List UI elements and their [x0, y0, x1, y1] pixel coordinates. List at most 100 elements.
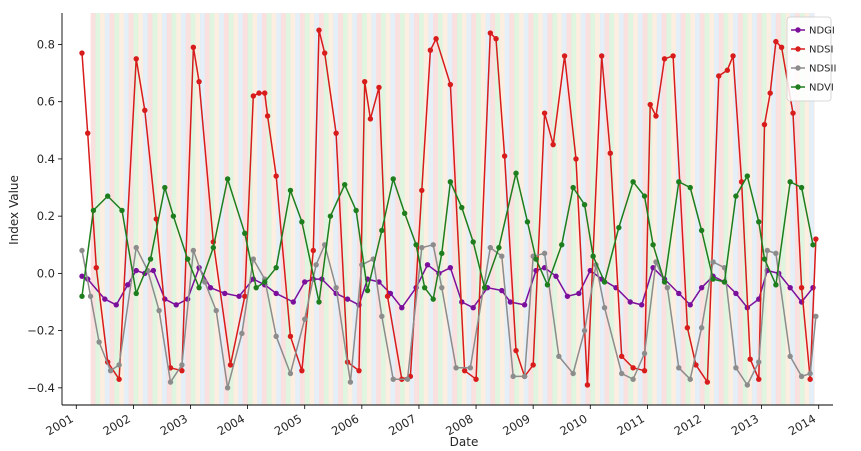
data-point-ndsii	[313, 262, 319, 268]
data-point-ndsi	[356, 367, 362, 374]
data-point-ndsi	[684, 325, 691, 331]
season-band	[128, 13, 134, 405]
season-band	[347, 13, 353, 405]
season-band	[252, 13, 258, 405]
data-point-ndsii	[116, 362, 122, 368]
season-band	[418, 13, 425, 405]
data-point-ndsi	[322, 50, 328, 56]
data-point-ndsi	[79, 50, 85, 56]
legend-marker-ndvi	[795, 84, 801, 90]
data-point-ndvi	[756, 219, 762, 225]
season-band	[637, 13, 643, 405]
data-point-ndvi	[773, 282, 779, 288]
legend-label-ndvi: NDVI	[809, 83, 834, 94]
data-point-ndgi	[150, 267, 157, 274]
data-point-ndvi	[90, 207, 97, 214]
season-band	[761, 13, 767, 405]
season-band	[399, 13, 405, 405]
season-band	[409, 13, 415, 405]
data-point-ndvi	[342, 181, 348, 188]
data-point-ndvi	[513, 170, 519, 176]
data-point-ndsi	[461, 367, 468, 374]
season-band	[609, 13, 615, 405]
season-band	[109, 13, 115, 405]
data-point-ndsii	[347, 379, 354, 385]
data-point-ndgi	[447, 264, 454, 271]
data-point-ndgi	[207, 284, 214, 291]
data-point-ndsi	[273, 173, 279, 179]
season-band	[514, 13, 520, 405]
data-point-ndsi	[196, 78, 202, 85]
data-point-ndsii	[404, 376, 411, 382]
season-band	[666, 13, 672, 405]
data-point-ndvi	[581, 202, 588, 208]
data-point-ndvi	[196, 284, 202, 291]
data-point-ndsii	[756, 359, 762, 365]
data-point-ndsi	[361, 78, 368, 85]
series-layer	[79, 27, 819, 391]
data-point-ndvi	[224, 176, 231, 182]
season-band	[428, 13, 434, 405]
data-point-ndvi	[744, 173, 751, 179]
season-band	[733, 13, 739, 405]
data-point-ndgi	[424, 262, 431, 268]
data-point-ndvi	[798, 184, 805, 191]
season-band	[100, 13, 106, 405]
season-band	[390, 13, 396, 405]
data-point-ndsii	[521, 373, 528, 380]
season-band	[223, 13, 229, 405]
data-point-ndsi	[427, 47, 434, 53]
data-point-ndsii	[618, 370, 625, 377]
data-point-ndvi	[687, 184, 693, 191]
data-point-ndsi	[256, 90, 262, 96]
data-point-ndsii	[798, 373, 805, 380]
data-point-ndvi	[184, 256, 191, 262]
season-band	[775, 13, 781, 405]
data-point-ndsi	[561, 53, 568, 59]
data-point-ndgi	[470, 305, 476, 311]
season-band	[547, 13, 553, 405]
season-band	[285, 13, 291, 405]
data-point-ndsi	[573, 156, 579, 162]
data-point-ndsi	[190, 44, 197, 51]
data-point-ndsi	[227, 362, 234, 368]
data-point-ndvi	[447, 179, 454, 185]
season-band	[614, 13, 620, 405]
season-band	[423, 13, 429, 405]
season-band	[404, 13, 410, 405]
data-point-ndsii	[499, 253, 505, 259]
data-point-ndsi	[773, 38, 779, 45]
data-point-ndsi	[541, 110, 548, 116]
data-point-ndsi	[433, 36, 439, 42]
data-point-ndsi	[133, 56, 139, 62]
data-point-ndsii	[96, 339, 102, 345]
data-point-ndgi	[676, 290, 682, 297]
season-band	[499, 13, 505, 405]
data-point-ndgi	[173, 302, 179, 308]
data-point-ndvi	[262, 279, 268, 285]
data-point-ndsii	[302, 316, 308, 322]
data-point-ndsi	[704, 379, 711, 385]
series-ndsii	[79, 242, 819, 391]
season-band	[414, 13, 420, 405]
data-point-ndvi	[430, 296, 436, 302]
data-point-ndsi	[607, 150, 613, 156]
data-point-ndsi	[384, 293, 391, 299]
season-band	[238, 13, 244, 405]
season-band	[752, 13, 758, 405]
data-point-ndvi	[787, 179, 793, 185]
data-point-ndsii	[179, 362, 185, 368]
data-point-ndsi	[487, 30, 494, 36]
season-band	[785, 13, 791, 405]
data-point-ndgi	[507, 299, 514, 305]
season-band	[233, 13, 239, 405]
data-point-ndsii	[787, 353, 793, 360]
legend-label-ndgi: NDGI	[809, 26, 835, 37]
data-point-ndsi	[653, 113, 659, 119]
data-point-ndsii	[733, 365, 739, 371]
legend-marker-ndsi	[795, 46, 801, 52]
y-tick-label: 0.2	[37, 209, 55, 223]
data-point-ndvi	[162, 184, 168, 191]
data-point-ndsi	[756, 376, 762, 382]
data-point-ndvi	[533, 256, 539, 262]
